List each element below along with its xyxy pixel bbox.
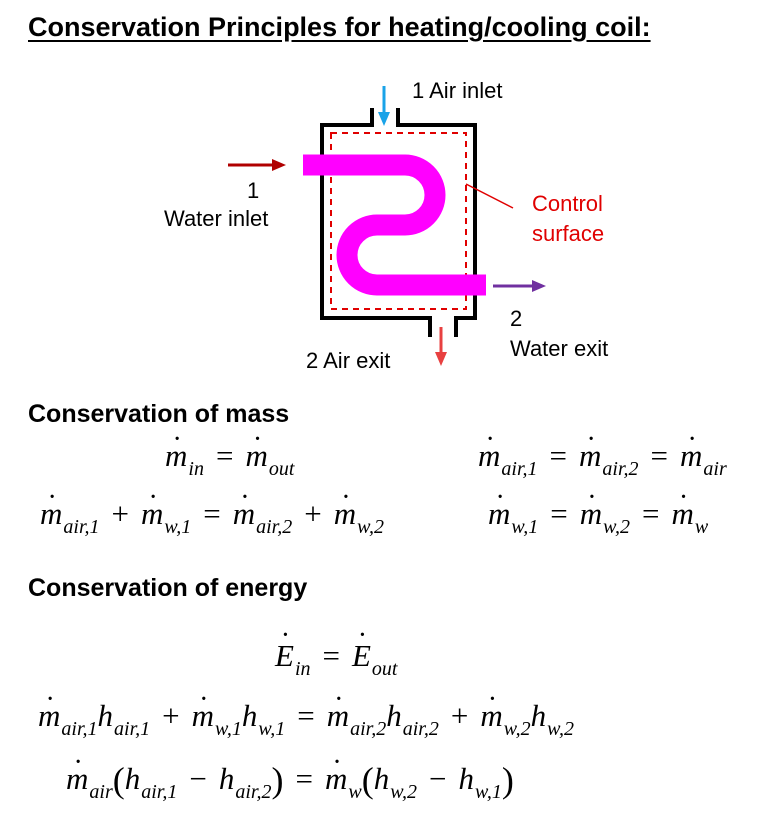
e3-h-air1-sub: air,1 [141,781,178,803]
e2-m-w2-sub: w,2 [503,718,531,740]
water-inlet-arrow [228,159,286,171]
e2-h-w2-sub: w,2 [547,718,574,740]
air-exit-arrow [435,327,447,366]
water-inlet-label: Water inlet [164,206,269,231]
energy-heading: Conservation of energy [28,574,308,602]
water-exit-label: Water exit [510,336,609,361]
mass-heading: Conservation of mass [28,400,290,428]
mass3-air2-sub: air,2 [256,516,293,538]
mass4-w1-sub: w,1 [511,516,539,538]
air-inlet-arrow [378,86,390,126]
mass-equation-3: mair,1+mw,1=mair,2+mw,2 [40,498,384,537]
mass4-w2-sub: w,2 [603,516,630,538]
e3-m-air-sub: air [89,781,113,803]
energy-out-sub: out [371,658,398,680]
energy-equation-1: Ein=Eout [275,640,397,679]
mass3-air1-sub: air,1 [63,516,100,538]
mass4-w-sub: w [694,516,709,538]
mass-equation-2: mair,1=mair,2=mair [478,440,727,479]
mass-equation-4: mw,1=mw,2=mw [488,498,708,537]
mass-air1-sub: air,1 [501,458,538,480]
coil [303,154,486,296]
air-inlet-label: 1 Air inlet [412,78,503,103]
e2-m-air1-sub: air,1 [61,718,98,740]
e2-m-w1-sub: w,1 [215,718,242,740]
energy-equation-3: mair(hair,1−hair,2)=mw(hw,2−hw,1) [66,762,514,802]
control-surface-label-2: surface [532,221,605,246]
e2-h-w1-sub: w,1 [258,718,286,740]
e3-m-w-sub: w [348,781,362,803]
page-title: Conservation Principles for heating/cool… [28,12,651,42]
energy-equation-2: mair,1hair,1+mw,1hw,1=mair,2hair,2+mw,2h… [38,700,574,739]
energy-in-sub: in [294,658,311,680]
control-surface-pointer [465,183,514,209]
air-exit-label: 2 Air exit [306,348,391,373]
e2-h-air1-sub: air,1 [114,718,151,740]
mass-equation-1: min=mout [165,440,294,479]
mass3-w2-sub: w,2 [357,516,384,538]
e3-h-w1-sub: w,1 [475,781,502,803]
mass-air-sub: air [703,458,727,480]
water-exit-number: 2 [510,306,523,331]
control-surface-label-1: Control [532,191,603,216]
e2-h-air2-sub: air,2 [402,718,439,740]
water-exit-arrow [493,280,546,292]
water-inlet-number: 1 [247,178,260,203]
housing [320,108,477,337]
e3-h-air2-sub: air,2 [235,781,272,803]
mass-air2-sub: air,2 [602,458,639,480]
mass-in-sub: in [188,458,204,480]
e2-m-air2-sub: air,2 [350,718,387,740]
mass-out-sub: out [268,458,295,480]
e3-h-w2-sub: w,2 [390,781,418,803]
control-surface [330,132,467,310]
mass3-w1-sub: w,1 [164,516,192,538]
